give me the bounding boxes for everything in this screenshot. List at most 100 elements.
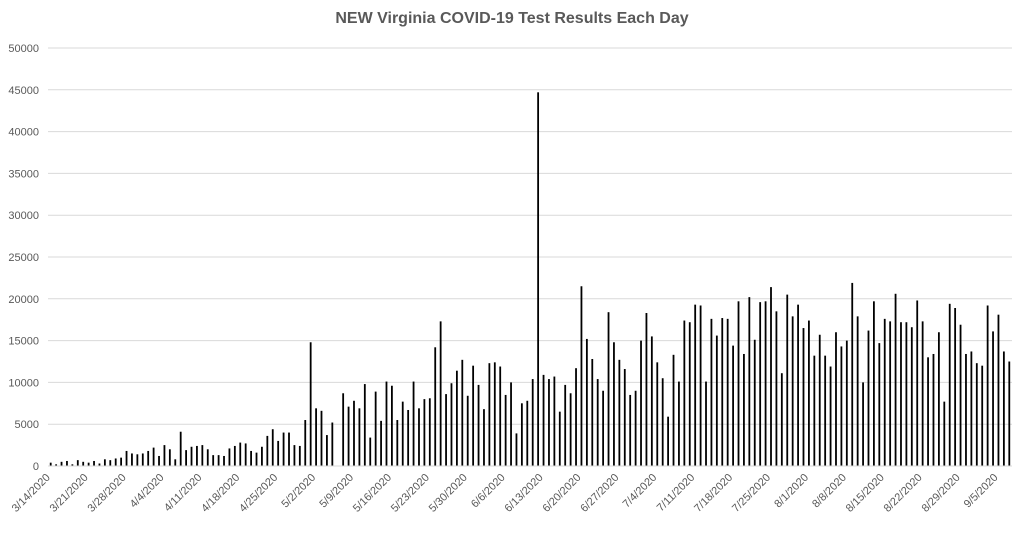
- bar: [66, 460, 68, 466]
- bar: [201, 445, 204, 466]
- x-tick-label: 8/22/2020: [882, 472, 925, 515]
- bar: [721, 318, 724, 466]
- x-tick-label: 4/25/2020: [237, 472, 280, 515]
- bar: [347, 406, 350, 466]
- bar: [428, 398, 431, 466]
- bar: [363, 384, 366, 466]
- bar: [618, 359, 621, 466]
- bar: [970, 351, 973, 466]
- bar: [585, 338, 588, 466]
- bar: [596, 379, 599, 466]
- bar: [407, 409, 410, 466]
- bar: [910, 327, 913, 466]
- bar: [975, 363, 978, 466]
- bar: [824, 355, 827, 466]
- y-tick-label: 30000: [8, 210, 39, 222]
- x-tick-label: 4/4/2020: [128, 472, 167, 511]
- bar: [190, 446, 193, 466]
- bar: [125, 450, 128, 466]
- bar: [759, 302, 762, 466]
- bar: [715, 335, 718, 466]
- bar: [602, 390, 605, 466]
- bar: [997, 314, 1000, 466]
- bar: [748, 297, 751, 466]
- bar: [965, 353, 967, 466]
- x-tick-label: 8/8/2020: [810, 472, 849, 511]
- bar: [510, 382, 512, 466]
- bar: [212, 455, 215, 466]
- gridlines: [48, 47, 1012, 425]
- bar: [569, 393, 572, 466]
- bar: [629, 394, 632, 466]
- bar: [808, 320, 810, 466]
- bar: [927, 357, 929, 466]
- bar: [103, 459, 106, 466]
- bar: [634, 390, 637, 466]
- x-tick-label: 6/13/2020: [503, 472, 546, 515]
- bar: [320, 410, 323, 466]
- bar: [813, 355, 816, 466]
- bar: [450, 383, 453, 466]
- bar: [764, 301, 767, 466]
- bar: [553, 376, 556, 466]
- bar: [981, 365, 984, 466]
- bar: [851, 282, 854, 466]
- x-tick-label: 6/20/2020: [540, 472, 583, 515]
- bar: [158, 455, 160, 466]
- y-tick-label: 25000: [8, 252, 39, 264]
- bar: [261, 446, 263, 466]
- bar: [472, 365, 475, 466]
- bar: [683, 320, 686, 466]
- bar: [802, 328, 805, 466]
- bar: [163, 445, 166, 466]
- x-tick-label: 4/11/2020: [162, 472, 205, 515]
- bar: [667, 416, 669, 466]
- bar: [797, 304, 799, 466]
- bar: [613, 342, 615, 466]
- x-tick-label: 7/18/2020: [692, 472, 735, 515]
- bar: [829, 366, 832, 466]
- bar: [49, 462, 52, 466]
- x-tick-label: 3/14/2020: [10, 472, 53, 515]
- bar: [326, 435, 328, 466]
- bar: [515, 433, 518, 466]
- bar: [705, 381, 707, 466]
- bar: [374, 391, 377, 466]
- bar: [385, 381, 388, 466]
- bar: [883, 318, 886, 466]
- bar: [862, 382, 864, 466]
- bar: [537, 92, 540, 466]
- bar: [688, 322, 691, 466]
- bar: [271, 429, 274, 466]
- bar: [266, 435, 269, 466]
- bar: [315, 408, 317, 466]
- y-tick-label: 15000: [8, 336, 39, 348]
- bar: [878, 343, 881, 466]
- bar: [255, 452, 258, 466]
- bar: [786, 294, 789, 466]
- bar: [250, 450, 252, 466]
- y-tick-label: 40000: [8, 127, 39, 139]
- bar: [986, 305, 989, 466]
- x-tick-label: 7/11/2020: [655, 472, 698, 515]
- bar: [564, 384, 567, 466]
- bar: [954, 308, 957, 466]
- bar: [678, 381, 680, 466]
- y-tick-label: 10000: [8, 377, 39, 389]
- bar: [791, 316, 794, 466]
- bar: [932, 353, 935, 466]
- bar: [743, 353, 745, 466]
- bar: [477, 384, 480, 466]
- bar: [770, 287, 772, 466]
- bar: [921, 321, 924, 466]
- bar: [120, 457, 123, 466]
- y-tick-label: 35000: [8, 168, 39, 180]
- bar: [650, 336, 653, 466]
- y-tick-label: 45000: [8, 85, 39, 97]
- bar: [174, 459, 177, 466]
- x-tick-label: 8/1/2020: [772, 472, 811, 511]
- bar: [206, 449, 209, 466]
- chart-title: NEW Virginia COVID-19 Test Results Each …: [335, 10, 689, 27]
- y-axis-ticks: 0 5000 10000 15000 20000 25000 30000 35000 40000…: [8, 43, 39, 473]
- x-tick-label: 5/23/2020: [389, 472, 432, 515]
